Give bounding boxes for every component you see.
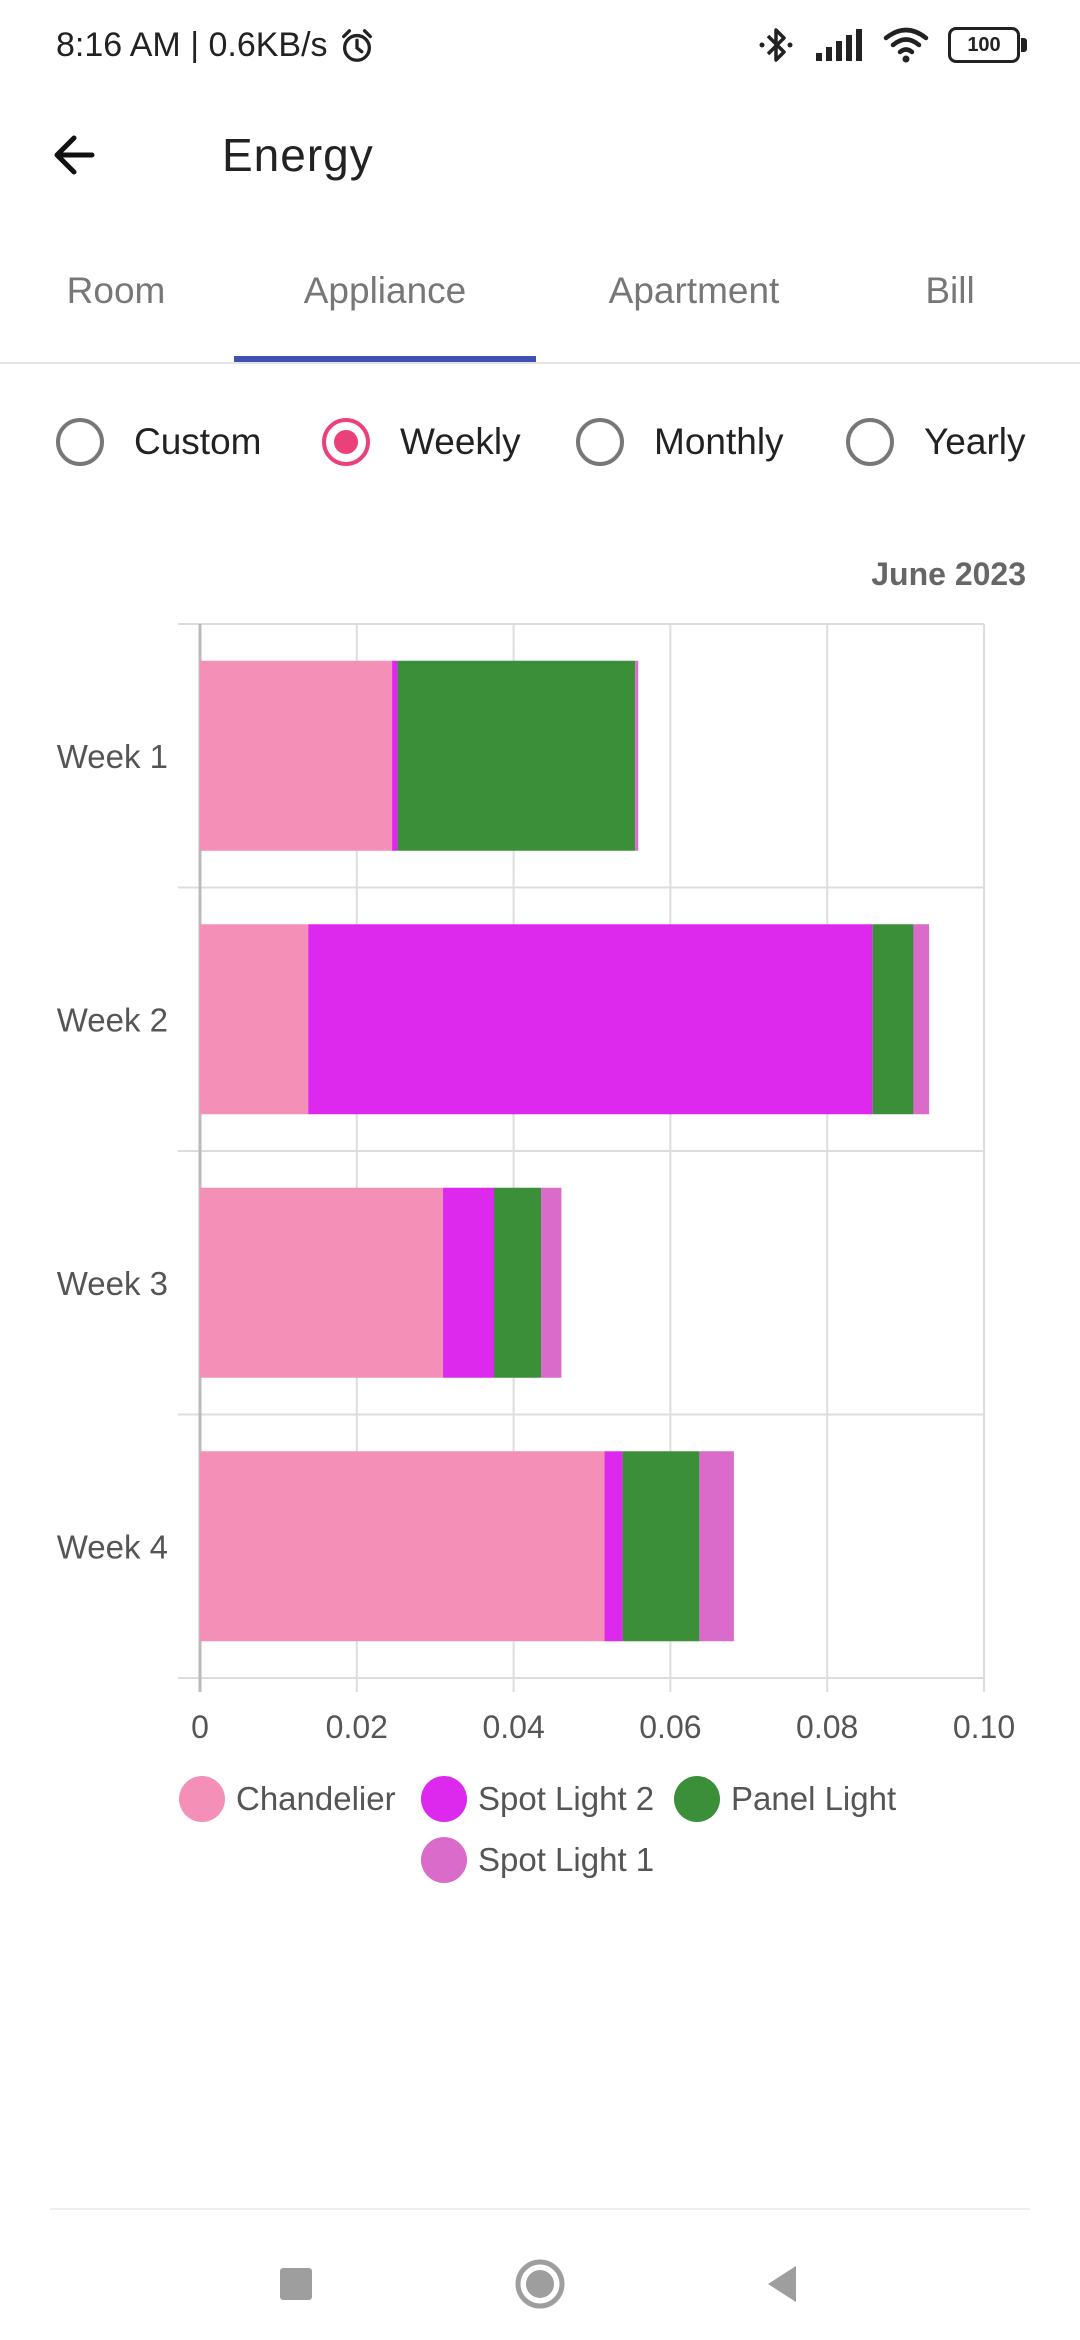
home-circle-icon[interactable] xyxy=(508,2252,572,2316)
page-title: Energy xyxy=(222,129,374,181)
recents-square-icon[interactable] xyxy=(264,2252,328,2316)
bar-chandelier xyxy=(200,660,393,851)
battery-icon: 100 xyxy=(948,27,1027,63)
back-triangle-icon[interactable] xyxy=(750,2252,814,2316)
x-tick-label: 0 xyxy=(191,1709,209,1745)
legend-swatch xyxy=(421,1837,467,1883)
period-radio-group: Custom Weekly Monthly Yearly xyxy=(0,410,1080,490)
battery-level: 100 xyxy=(967,34,1001,56)
y-tick-label: Week 1 xyxy=(57,738,168,775)
x-tick-label: 0.06 xyxy=(639,1709,701,1745)
legend-label: Spot Light 2 xyxy=(478,1780,654,1817)
legend-label: Spot Light 1 xyxy=(478,1841,654,1878)
bar-chandelier xyxy=(200,924,309,1115)
period-label: June 2023 xyxy=(871,556,1026,592)
tab-bar: Room Appliance Apartment Bill xyxy=(0,250,1080,364)
arrow-left-icon[interactable] xyxy=(44,120,114,190)
bar-chandelier xyxy=(200,1187,444,1378)
radio-custom[interactable]: Custom xyxy=(56,418,261,466)
legend-swatch xyxy=(179,1776,225,1822)
radio-circle[interactable] xyxy=(322,418,370,466)
system-nav-bar xyxy=(0,2230,1080,2340)
nav-divider xyxy=(50,2208,1030,2210)
x-tick-label: 0.04 xyxy=(482,1709,544,1745)
radio-circle[interactable] xyxy=(846,418,894,466)
legend-label: Chandelier xyxy=(236,1780,396,1817)
bar-spot-light-1 xyxy=(541,1187,562,1378)
tab-room[interactable]: Room xyxy=(66,270,166,311)
y-tick-label: Week 3 xyxy=(57,1265,168,1302)
radio-monthly[interactable]: Monthly xyxy=(576,418,784,466)
bar-spot-light-2 xyxy=(308,924,873,1115)
tab-appliance[interactable]: Appliance xyxy=(303,270,467,311)
bar-spot-light-1 xyxy=(635,660,639,851)
x-tick-label: 0.10 xyxy=(953,1709,1015,1745)
tab-indicator xyxy=(234,356,536,362)
bluetooth-icon xyxy=(759,28,793,62)
signal-icon xyxy=(816,29,862,61)
bar-spot-light-1 xyxy=(699,1451,734,1642)
bar-panel-light xyxy=(397,660,636,851)
bar-panel-light xyxy=(622,1451,700,1642)
bar-spot-light-2 xyxy=(604,1451,623,1642)
radio-label: Yearly xyxy=(924,421,1026,462)
status-left: 8:16 AM | 0.6KB/s xyxy=(56,26,376,65)
status-time-speed: 8:16 AM | 0.6KB/s xyxy=(56,26,328,64)
radio-circle[interactable] xyxy=(56,418,104,466)
status-right: 100 xyxy=(756,24,1027,66)
bar-chandelier xyxy=(200,1451,605,1642)
y-tick-label: Week 4 xyxy=(57,1528,168,1565)
legend-swatch xyxy=(674,1776,720,1822)
legend-label: Panel Light xyxy=(731,1780,896,1817)
radio-label: Monthly xyxy=(654,421,784,462)
radio-yearly[interactable]: Yearly xyxy=(846,418,1025,466)
bar-spot-light-1 xyxy=(913,924,930,1115)
y-tick-label: Week 2 xyxy=(57,1001,168,1038)
app-bar: Energy xyxy=(0,100,1080,210)
x-tick-label: 0.02 xyxy=(326,1709,388,1745)
alarm-icon xyxy=(341,28,372,62)
bar-panel-light xyxy=(872,924,914,1115)
energy-chart: Week 1 Week 2 Week 3 Week 4 0 0.02 0.04 0.06 0.0… xyxy=(57,623,1015,1883)
wifi-icon xyxy=(883,27,929,63)
legend-swatch xyxy=(421,1776,467,1822)
bar-spot-light-2 xyxy=(443,1187,494,1378)
radio-label: Weekly xyxy=(400,421,521,462)
radio-weekly[interactable]: Weekly xyxy=(322,418,521,466)
radio-circle[interactable] xyxy=(576,418,624,466)
tab-apartment[interactable]: Apartment xyxy=(608,270,780,311)
radio-label: Custom xyxy=(134,421,262,462)
bar-panel-light xyxy=(494,1187,542,1378)
status-bar: 8:16 AM | 0.6KB/s 100 xyxy=(0,0,1080,96)
tab-bill[interactable]: Bill xyxy=(925,270,975,311)
x-tick-label: 0.08 xyxy=(796,1709,858,1745)
bar-spot-light-2 xyxy=(392,660,398,851)
